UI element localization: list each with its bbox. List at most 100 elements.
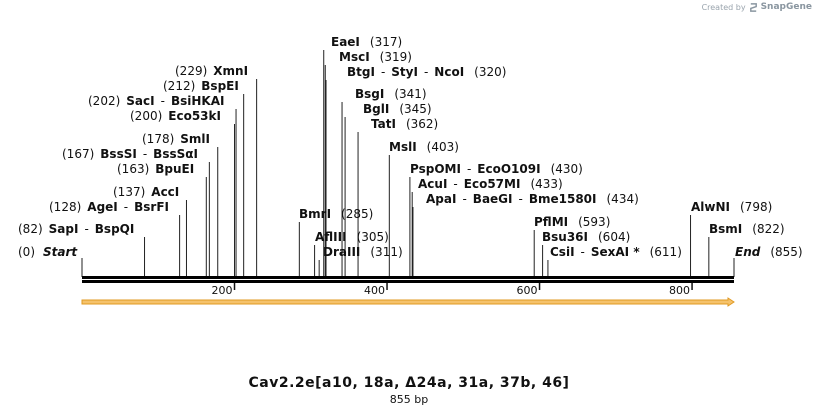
site-position: (345) bbox=[399, 102, 431, 116]
name-separator: - bbox=[519, 192, 523, 206]
site-position: (229) bbox=[175, 64, 207, 78]
enzyme-name: Eco53kI bbox=[168, 109, 221, 123]
site-position: (822) bbox=[752, 222, 784, 236]
enzyme-name: SmlI bbox=[180, 132, 210, 146]
end-position: (855) bbox=[770, 245, 802, 259]
enzyme-name: BsmI bbox=[709, 222, 742, 236]
enzyme-name: BtgI bbox=[347, 65, 375, 79]
name-separator: - bbox=[161, 94, 165, 108]
enzyme-name: BspEI bbox=[201, 79, 239, 93]
enzyme-name: EcoO109I bbox=[477, 162, 540, 176]
enzyme-site-label[interactable]: PflMI (593) bbox=[534, 215, 610, 229]
enzyme-site-label[interactable]: DraIII (311) bbox=[323, 245, 403, 259]
enzyme-site-label[interactable]: BglI (345) bbox=[363, 102, 432, 116]
start-text: Start bbox=[43, 245, 78, 259]
site-position: (311) bbox=[370, 245, 402, 259]
name-separator: - bbox=[462, 192, 466, 206]
enzyme-site-label[interactable]: ApaI - BaeGI - Bme1580I (434) bbox=[426, 192, 639, 206]
site-position: (137) bbox=[113, 185, 145, 199]
site-position: (403) bbox=[427, 140, 459, 154]
site-position: (611) bbox=[650, 245, 682, 259]
enzyme-name: Bsu36I bbox=[542, 230, 588, 244]
name-separator: - bbox=[84, 222, 88, 236]
enzyme-site-label[interactable]: BtgI - StyI - NcoI (320) bbox=[347, 65, 506, 79]
enzyme-site-label[interactable]: AcuI - Eco57MI (433) bbox=[418, 177, 563, 191]
enzyme-site-label[interactable]: MscI (319) bbox=[339, 50, 412, 64]
site-position: (305) bbox=[357, 230, 389, 244]
enzyme-site-label[interactable]: (137) AccI bbox=[113, 185, 179, 199]
enzyme-site-label[interactable]: Bsu36I (604) bbox=[542, 230, 630, 244]
enzyme-site-label[interactable]: BsgI (341) bbox=[355, 87, 427, 101]
end-text: End bbox=[735, 245, 761, 259]
enzyme-name: BsiHKAI bbox=[171, 94, 225, 108]
enzyme-site-label[interactable]: (229) XmnI bbox=[175, 64, 248, 78]
site-position: (317) bbox=[370, 35, 402, 49]
site-position: (798) bbox=[740, 200, 772, 214]
enzyme-site-label[interactable]: (200) Eco53kI bbox=[130, 109, 221, 123]
cut-site-lines bbox=[144, 50, 710, 276]
enzyme-name: BmrI bbox=[299, 207, 331, 221]
enzyme-site-label[interactable]: (163) BpuEI bbox=[117, 162, 194, 176]
site-position: (163) bbox=[117, 162, 149, 176]
enzyme-name: PflMI bbox=[534, 215, 568, 229]
enzyme-name: AgeI bbox=[87, 200, 117, 214]
enzyme-site-label[interactable]: PspOMI - EcoO109I (430) bbox=[410, 162, 583, 176]
enzyme-site-label[interactable]: BsmI (822) bbox=[709, 222, 785, 236]
axis-tick-label: 200 bbox=[212, 284, 233, 297]
enzyme-site-label[interactable]: CsiI - SexAI * (611) bbox=[550, 245, 682, 259]
name-separator: - bbox=[424, 65, 428, 79]
enzyme-name: BglI bbox=[363, 102, 389, 116]
enzyme-site-label[interactable]: AflIII (305) bbox=[315, 230, 389, 244]
sequence-length: 855 bp bbox=[389, 393, 429, 406]
dna-backbone-bottom bbox=[82, 280, 734, 283]
snapgene-logo-icon bbox=[749, 2, 757, 12]
site-position: (320) bbox=[474, 65, 506, 79]
enzyme-name: SapI bbox=[49, 222, 79, 236]
enzyme-site-label[interactable]: BmrI (285) bbox=[299, 207, 373, 221]
enzyme-name: TatI bbox=[371, 117, 396, 131]
enzyme-site-label[interactable]: (167) BssSI - BssSαI bbox=[62, 147, 198, 161]
enzyme-name: ApaI bbox=[426, 192, 456, 206]
enzyme-name: AccI bbox=[151, 185, 179, 199]
dna-backbone-top bbox=[82, 276, 734, 279]
enzyme-name: BaeGI bbox=[473, 192, 513, 206]
enzyme-site-label[interactable]: (212) BspEI bbox=[163, 79, 239, 93]
enzyme-site-label[interactable]: TatI (362) bbox=[371, 117, 438, 131]
snapgene-brand: SnapGene bbox=[760, 2, 812, 12]
enzyme-name: AcuI bbox=[418, 177, 447, 191]
enzyme-name: AlwNI bbox=[691, 200, 730, 214]
snapgene-credit: Created by SnapGene bbox=[702, 2, 812, 12]
feature-arrow[interactable] bbox=[81, 297, 735, 307]
name-separator: - bbox=[467, 162, 471, 176]
enzyme-name: MslI bbox=[389, 140, 417, 154]
site-position: (200) bbox=[130, 109, 162, 123]
start-position: (0) bbox=[18, 245, 35, 259]
enzyme-name: BspQI bbox=[95, 222, 135, 236]
axis-tick-label: 400 bbox=[364, 284, 385, 297]
site-position: (212) bbox=[163, 79, 195, 93]
site-position: (285) bbox=[341, 207, 373, 221]
enzyme-site-label[interactable]: (82) SapI - BspQI bbox=[18, 222, 134, 236]
enzyme-name: AflIII bbox=[315, 230, 347, 244]
enzyme-site-label[interactable]: (178) SmlI bbox=[142, 132, 210, 146]
enzyme-name: NcoI bbox=[434, 65, 464, 79]
created-by-text: Created by bbox=[701, 2, 746, 12]
site-position: (202) bbox=[88, 94, 120, 108]
restriction-map: (82) SapI - BspQI(128) AgeI - BsrFI(137) AccI(1… bbox=[18, 35, 803, 307]
name-separator: - bbox=[381, 65, 385, 79]
enzyme-site-label[interactable]: AlwNI (798) bbox=[691, 200, 772, 214]
enzyme-name: BsgI bbox=[355, 87, 384, 101]
name-separator: - bbox=[453, 177, 457, 191]
site-position: (362) bbox=[406, 117, 438, 131]
enzyme-site-label[interactable]: MslI (403) bbox=[389, 140, 459, 154]
enzyme-site-label[interactable]: (202) SacI - BsiHKAI bbox=[88, 94, 224, 108]
enzyme-name: StyI bbox=[391, 65, 418, 79]
enzyme-site-label[interactable]: EaeI (317) bbox=[331, 35, 402, 49]
name-separator: - bbox=[143, 147, 147, 161]
sequence-title: Cav2.2e[a10, 18a, Δ24a, 31a, 37b, 46] bbox=[248, 375, 570, 391]
enzyme-name: XmnI bbox=[213, 64, 248, 78]
site-position: (604) bbox=[598, 230, 630, 244]
cut-site-labels: (82) SapI - BspQI(128) AgeI - BsrFI(137) AccI(1… bbox=[18, 35, 785, 259]
name-separator: - bbox=[124, 200, 128, 214]
enzyme-site-label[interactable]: (128) AgeI - BsrFI bbox=[49, 200, 169, 214]
